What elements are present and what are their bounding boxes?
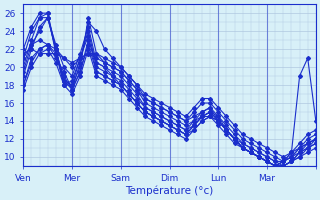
X-axis label: Température (°c): Température (°c) [125,185,214,196]
